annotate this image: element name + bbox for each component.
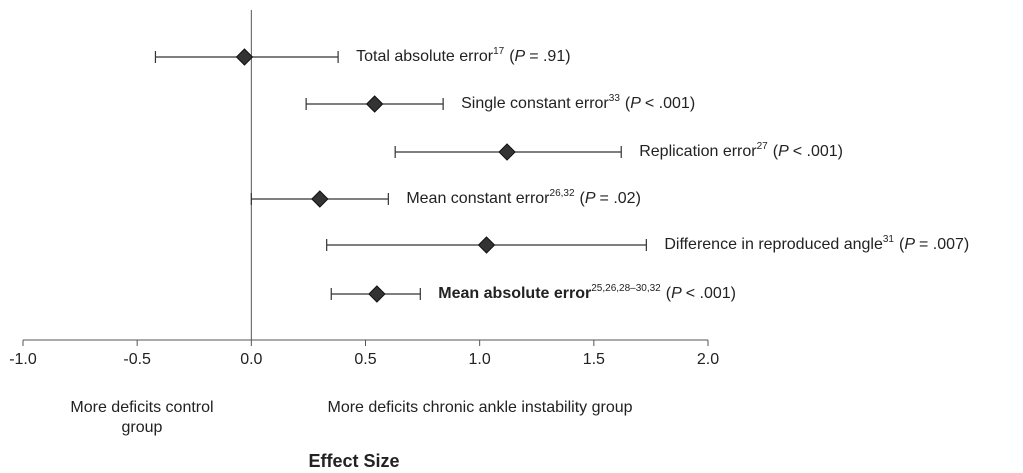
p-open: ( [899,236,905,253]
left-group-label: More deficits control [70,399,213,416]
p-open: ( [773,143,779,160]
p-value: = .007) [919,236,969,253]
reference-number: 33 [609,93,621,104]
p-symbol: P [904,236,915,253]
x-tick-label: 2.0 [697,351,719,368]
reference-number: 25,26,28–30,32 [591,283,661,294]
row-label: Mean absolute error25,26,28–30,32 (P < .00… [438,283,736,302]
reference-number: 26,32 [550,188,575,199]
p-value: < .001) [793,143,843,160]
p-value: = .91) [529,48,570,65]
right-group-label: More deficits chronic ankle instability … [327,399,632,416]
row-label: Difference in reproduced angle31 (P = .007… [664,234,969,253]
x-tick-label: 0.5 [354,351,376,368]
x-tick-label: 1.5 [583,351,605,368]
row-label: Replication error27 (P < .001) [639,141,843,160]
p-symbol: P [585,190,596,207]
outcome-name: Single constant error [461,95,609,112]
p-value: = .02) [600,190,641,207]
outcome-name: Mean constant error [406,190,550,207]
reference-number: 31 [883,234,895,245]
x-tick-label: -0.5 [123,351,151,368]
p-open: ( [580,190,586,207]
x-tick-label: 1.0 [469,351,491,368]
row-label: Single constant error33 (P < .001) [461,93,695,112]
x-axis-title: Effect Size [308,451,399,471]
row-label: Mean constant error26,32 (P = .02) [406,188,641,207]
outcome-name: Mean absolute error [438,285,591,302]
point-estimate [368,285,386,303]
p-symbol: P [778,143,789,160]
reference-number: 27 [757,141,769,152]
point-estimate [235,48,254,66]
left-group-label: group [122,419,163,436]
outcome-name: Replication error [639,143,757,160]
outcome-name: Total absolute error [356,48,494,65]
p-symbol: P [515,48,526,65]
reference-number: 17 [493,46,505,57]
p-open: ( [666,285,672,302]
point-estimate [477,236,496,254]
x-tick-label: 0.0 [240,351,262,368]
p-symbol: P [630,95,641,112]
point-estimate [311,190,329,208]
p-value: < .001) [645,95,695,112]
p-symbol: P [671,285,682,302]
point-estimate [498,143,516,161]
point-estimate [365,95,384,113]
p-value: < .001) [686,285,736,302]
x-tick-label: -1.0 [9,351,37,368]
row-label: Total absolute error17 (P = .91) [356,46,570,65]
p-open: ( [625,95,631,112]
outcome-name: Difference in reproduced angle [664,236,883,253]
p-open: ( [509,48,515,65]
